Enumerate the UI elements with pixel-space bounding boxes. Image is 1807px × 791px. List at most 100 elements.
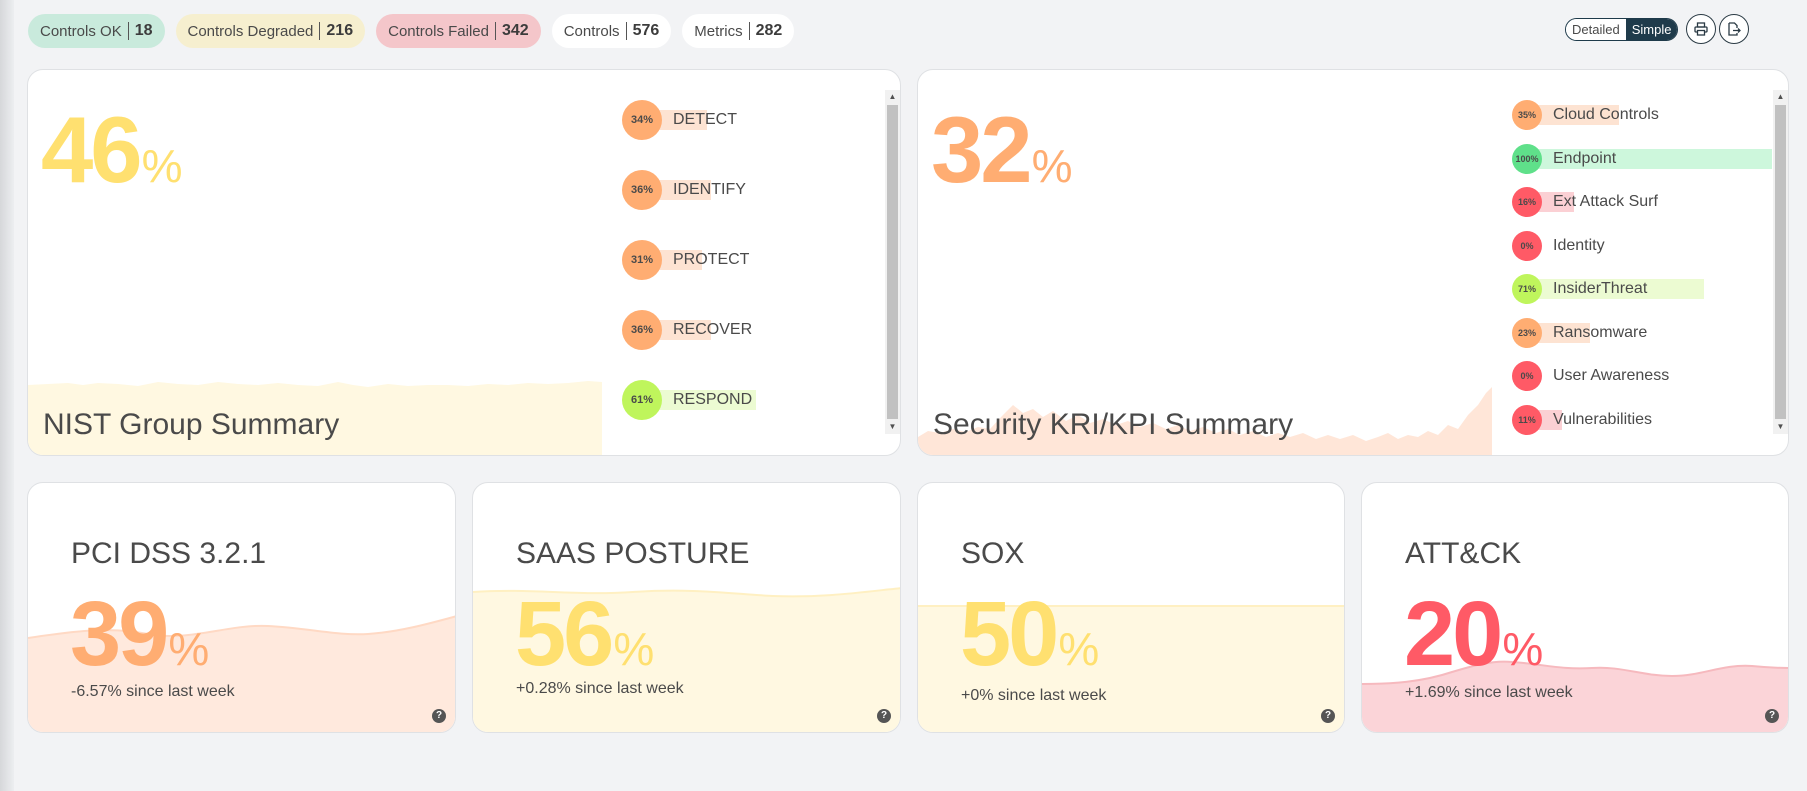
controls-total-label: Controls (563, 22, 620, 40)
percent-bar (1536, 409, 1562, 430)
framework-title: PCI DSS 3.2.1 (71, 537, 267, 570)
item-label: Endpoint (1553, 149, 1617, 167)
item-label: PROTECT (673, 251, 750, 268)
controls-total-pill[interactable]: Controls 576 (551, 14, 672, 48)
framework-card-sox[interactable]: SOX 50% +0% since last week ? (917, 482, 1345, 733)
stats-bar: Controls OK 18 Controls Degraded 216 Con… (28, 14, 795, 48)
printer-icon (1694, 22, 1708, 36)
framework-title: ATT&CK (1405, 537, 1522, 570)
scroll-thumb[interactable] (887, 105, 898, 419)
framework-title: SAAS POSTURE (516, 537, 750, 570)
detailed-view-button[interactable]: Detailed (1566, 19, 1626, 40)
metrics-pill[interactable]: Metrics 282 (682, 14, 795, 48)
list-item[interactable]: 71% InsiderThreat (1512, 273, 1772, 305)
scroll-down-arrow[interactable]: ▼ (888, 422, 897, 431)
percent-bar (646, 180, 711, 200)
list-item[interactable]: 61% RESPOND (622, 380, 872, 420)
framework-percent-value: 39 (70, 583, 169, 685)
list-item[interactable]: 36% RECOVER (622, 310, 872, 350)
pill-divider (748, 22, 750, 40)
percent-badge: 34% (622, 100, 662, 140)
pill-divider (319, 22, 321, 40)
list-item[interactable]: 36% IDENTIFY (622, 170, 872, 210)
percent-badge: 61% (622, 380, 662, 420)
nist-overall-percent: 46% (41, 103, 182, 197)
item-label: InsiderThreat (1553, 280, 1648, 297)
list-item[interactable]: 0% Identity (1512, 230, 1772, 262)
nist-card-title: NIST Group Summary (43, 408, 340, 441)
percent-unit: % (141, 140, 183, 192)
attack-trend-area (1362, 660, 1788, 732)
list-item[interactable]: 23% Ransomware (1512, 317, 1772, 349)
list-item[interactable]: 16% Ext Attack Surf (1512, 186, 1772, 218)
list-item[interactable]: 11% Vulnerabilities (1512, 404, 1772, 436)
nist-percent-value: 46 (41, 97, 143, 202)
percent-unit: % (613, 623, 655, 675)
percent-badge: 71% (1512, 274, 1542, 304)
metrics-count: 282 (755, 22, 783, 39)
framework-card-pci-dss[interactable]: PCI DSS 3.2.1 39% -6.57% since last week… (27, 482, 456, 733)
controls-ok-pill[interactable]: Controls OK 18 (28, 14, 165, 48)
help-icon[interactable]: ? (877, 709, 891, 723)
percent-badge: 100% (1512, 143, 1542, 174)
scroll-up-arrow[interactable]: ▲ (888, 92, 897, 101)
kri-scrollbar[interactable]: ▲ ▼ (1773, 90, 1788, 434)
list-item[interactable]: 35% Cloud Controls (1512, 99, 1772, 131)
percent-badge: 0% (1512, 361, 1542, 391)
item-label: DETECT (673, 111, 737, 128)
controls-failed-pill[interactable]: Controls Failed 342 (376, 14, 541, 48)
help-icon[interactable]: ? (1321, 709, 1335, 723)
item-label: RECOVER (673, 321, 753, 338)
list-item[interactable]: 0% User Awareness (1512, 360, 1772, 392)
framework-percent: 20% (1404, 588, 1543, 680)
kri-percent-value: 32 (931, 97, 1033, 202)
controls-ok-count: 18 (134, 22, 153, 39)
percent-unit: % (1058, 623, 1100, 675)
item-label: User Awareness (1553, 367, 1670, 384)
metrics-label: Metrics (694, 22, 743, 40)
item-label: Identity (1553, 236, 1605, 254)
percent-unit: % (1502, 623, 1544, 675)
nist-scrollbar[interactable]: ▲ ▼ (885, 90, 900, 434)
percent-badge: 23% (1512, 317, 1542, 348)
pci-trend-area (28, 615, 455, 732)
kri-overall-percent: 32% (931, 103, 1072, 197)
help-icon[interactable]: ? (1765, 709, 1779, 723)
percent-badge: 35% (1512, 100, 1542, 130)
item-label: Ransomware (1553, 323, 1648, 341)
simple-view-button[interactable]: Simple (1625, 19, 1678, 40)
percent-unit: % (168, 623, 210, 675)
list-item[interactable]: 100% Endpoint (1512, 143, 1772, 175)
kri-summary-card[interactable]: 32% Security KRI/KPI Summary 35% Cloud Co… (917, 69, 1789, 456)
framework-weekly-delta: -6.57% since last week (71, 683, 235, 700)
help-icon[interactable]: ? (432, 709, 446, 723)
saas-trend-area (473, 587, 900, 732)
framework-percent-value: 20 (1404, 583, 1503, 685)
controls-failed-count: 342 (502, 22, 529, 39)
nist-trend-area (28, 381, 602, 455)
scroll-down-arrow[interactable]: ▼ (1776, 422, 1785, 431)
print-button[interactable] (1686, 14, 1716, 44)
framework-weekly-delta: +1.69% since last week (1405, 684, 1573, 701)
framework-weekly-delta: +0.28% since last week (516, 680, 684, 697)
view-mode-toggle: Detailed Simple (1565, 18, 1679, 41)
framework-title: SOX (961, 537, 1025, 570)
list-item[interactable]: 34% DETECT (622, 100, 872, 140)
controls-total-count: 576 (632, 22, 660, 39)
framework-percent: 50% (960, 588, 1099, 680)
list-item[interactable]: 31% PROTECT (622, 240, 872, 280)
controls-failed-label: Controls Failed (388, 22, 489, 40)
export-button[interactable] (1719, 14, 1749, 44)
framework-percent-value: 50 (960, 583, 1059, 685)
item-label: Cloud Controls (1553, 106, 1659, 123)
sox-trend-area (918, 605, 1344, 732)
framework-card-saas-posture[interactable]: SAAS POSTURE 56% +0.28% since last week … (472, 482, 901, 733)
framework-card-attack[interactable]: ATT&CK 20% +1.69% since last week ? (1361, 482, 1789, 733)
scroll-thumb[interactable] (1775, 105, 1786, 419)
percent-bar (646, 320, 711, 340)
scroll-up-arrow[interactable]: ▲ (1776, 92, 1785, 101)
nist-summary-card[interactable]: 46% NIST Group Summary 34% DETECT 36% IDENT… (27, 69, 901, 456)
kri-card-title: Security KRI/KPI Summary (933, 408, 1294, 441)
controls-degraded-pill[interactable]: Controls Degraded 216 (175, 14, 366, 48)
item-label: Vulnerabilities (1553, 410, 1653, 428)
